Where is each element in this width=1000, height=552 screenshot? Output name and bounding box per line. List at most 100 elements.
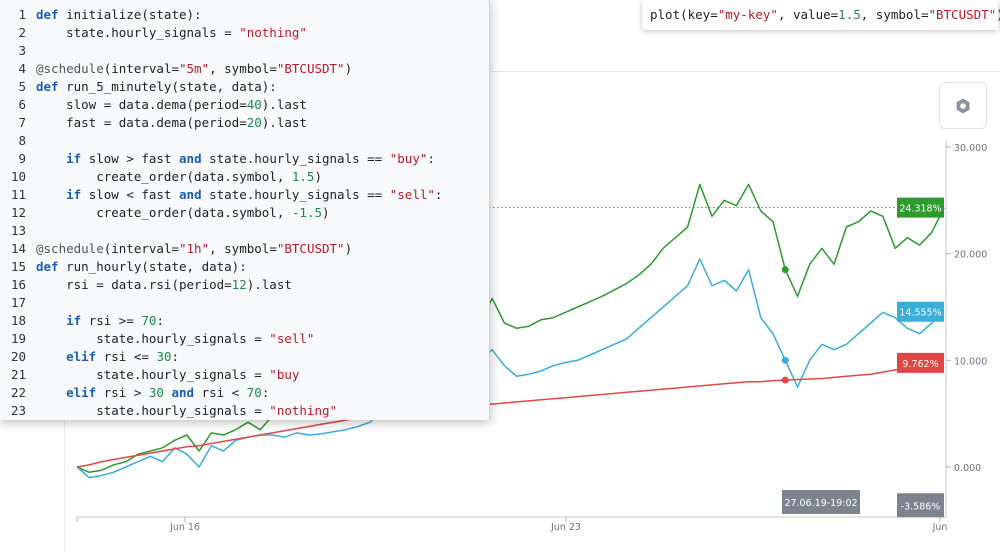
code-line[interactable]: 2 state.hourly_signals = "nothing": [0, 24, 307, 42]
series-line: [76, 258, 945, 479]
code-token: slow > fast: [81, 151, 180, 166]
line-number: 20: [10, 349, 26, 364]
code-line[interactable]: 10 create_order(data.symbol, 1.5): [0, 168, 322, 186]
code-token: @schedule: [36, 61, 104, 76]
code-token: "buy: [269, 367, 300, 382]
chart-settings-button[interactable]: [939, 82, 987, 129]
code-token: "sell": [389, 187, 435, 202]
code-token: if: [66, 187, 82, 202]
code-token: @schedule: [36, 241, 104, 256]
code-line[interactable]: 3: [0, 42, 36, 60]
code-token: 30: [156, 349, 172, 364]
code-token: elif: [66, 385, 97, 400]
code-token: state.hourly_signals ==: [201, 187, 390, 202]
code-token: "BTCUSDT": [276, 241, 345, 256]
code-token: [36, 385, 66, 400]
code-editor[interactable]: 1 def initialize(state): 2 state.hourly_si…: [0, 0, 490, 420]
line-number: 12: [10, 205, 26, 220]
code-token: -1.5: [291, 205, 322, 220]
code-token: fast = data.dema(period=: [36, 115, 247, 130]
code-line[interactable]: 9 if slow > fast and state.hourly_signal…: [0, 150, 434, 168]
cursor-value-badge: [897, 493, 944, 518]
code-line[interactable]: 17: [0, 294, 36, 312]
y-axis-tick-label: 10.000: [954, 356, 987, 367]
series-marker: [781, 356, 789, 364]
series-marker: [781, 376, 789, 384]
code-token: "sell": [269, 331, 315, 346]
code-token: if: [66, 313, 82, 328]
line-number: 11: [10, 187, 26, 202]
hexagon-icon: [956, 98, 970, 113]
code-token: 70: [246, 385, 262, 400]
line-number: 16: [10, 277, 26, 292]
crosshair-date-label: 27.06.19-19:02: [784, 498, 857, 509]
code-token: [36, 151, 66, 166]
line-number: 9: [18, 151, 26, 166]
last-value-label: 14.555%: [899, 308, 941, 319]
plot-prefix: plot(key=: [650, 7, 718, 22]
code-line[interactable]: 5 def run_5_minutely(state, data):: [0, 78, 277, 96]
line-number: 8: [18, 133, 26, 148]
code-line[interactable]: 13: [0, 222, 36, 240]
code-line[interactable]: 12 create_order(data.symbol, -1.5): [0, 204, 330, 222]
code-line[interactable]: 22 elif rsi > 30 and rsi < 70:: [0, 384, 269, 402]
line-number: 19: [10, 331, 26, 346]
line-number: 6: [18, 97, 26, 112]
line-number: 17: [10, 295, 26, 310]
code-token: state.hourly_signals =: [36, 25, 240, 40]
line-number: 23: [10, 403, 26, 418]
x-axis-tick-label: Jun 16: [169, 522, 200, 533]
code-token: and: [171, 385, 195, 400]
code-line[interactable]: 8: [0, 132, 36, 150]
plot-middle: , value=: [777, 7, 839, 22]
code-token: run_5_minutely(state, data):: [58, 79, 277, 94]
code-token: 1.5: [291, 169, 315, 184]
line-number: 15: [10, 259, 26, 274]
line-number: 21: [10, 367, 26, 382]
code-token: ): [344, 61, 353, 76]
line-number: 1: [18, 7, 26, 22]
code-token: [36, 187, 66, 202]
code-token: 30: [148, 385, 164, 400]
code-token: :: [261, 385, 270, 400]
code-token: def: [36, 79, 59, 94]
line-number: 13: [10, 223, 26, 238]
line-number: 10: [10, 169, 26, 184]
code-token: "nothing": [239, 25, 307, 40]
plot-suffix: ): [996, 7, 1000, 22]
code-token: [36, 313, 66, 328]
code-token: and: [179, 187, 202, 202]
code-token: (interval=: [103, 61, 179, 76]
code-token: rsi = data.rsi(period=: [36, 277, 232, 292]
line-number: 7: [18, 115, 26, 130]
code-line[interactable]: 15 def run_hourly(state, data):: [0, 258, 247, 276]
line-number: 3: [18, 43, 26, 58]
code-token: 12: [231, 277, 247, 292]
code-line[interactable]: 14 @schedule(interval="1h", symbol="BTCUS…: [0, 240, 352, 258]
header-divider: [64, 71, 1000, 72]
code-token: :: [156, 313, 164, 328]
y-axis-tick-label: 20.000: [954, 250, 987, 261]
series-marker: [781, 266, 789, 274]
code-line[interactable]: 18 if rsi >= 70:: [0, 312, 164, 330]
code-line[interactable]: 19 state.hourly_signals = "sell": [0, 330, 315, 348]
code-token: slow < fast: [81, 187, 180, 202]
code-token: :: [171, 349, 180, 364]
code-line[interactable]: 20 elif rsi <= 30:: [0, 348, 179, 366]
code-line[interactable]: 7 fast = data.dema(period=20).last: [0, 114, 306, 132]
plot-key: "my-key": [717, 7, 778, 22]
code-token: state.hourly_signals ==: [201, 151, 390, 166]
code-token: "1h": [179, 241, 210, 256]
code-line[interactable]: 23 state.hourly_signals = "nothing": [0, 402, 337, 420]
line-number: 2: [18, 25, 26, 40]
code-token: if: [66, 151, 82, 166]
code-line[interactable]: 1 def initialize(state):: [0, 6, 201, 24]
code-line[interactable]: 4 @schedule(interval="5m", symbol="BTCUSD…: [0, 60, 352, 78]
code-token: "nothing": [269, 403, 338, 418]
code-line[interactable]: 21 state.hourly_signals = "buy: [0, 366, 299, 384]
plot-value: 1.5: [838, 7, 861, 22]
code-line[interactable]: 6 slow = data.dema(period=40).last: [0, 96, 306, 114]
code-line[interactable]: 11 if slow < fast and state.hourly_signa…: [0, 186, 443, 204]
code-line[interactable]: 16 rsi = data.rsi(period=12).last: [0, 276, 292, 294]
